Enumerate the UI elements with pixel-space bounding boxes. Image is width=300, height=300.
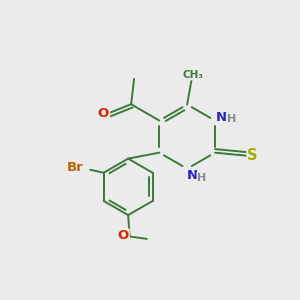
Text: O: O (98, 106, 109, 120)
Text: O: O (118, 230, 129, 242)
Text: H: H (197, 172, 207, 183)
Text: N: N (187, 169, 198, 182)
Text: H: H (227, 114, 236, 124)
Text: N: N (216, 110, 227, 124)
Text: Br: Br (67, 161, 84, 174)
Text: S: S (248, 148, 258, 163)
Text: CH₃: CH₃ (183, 70, 204, 80)
